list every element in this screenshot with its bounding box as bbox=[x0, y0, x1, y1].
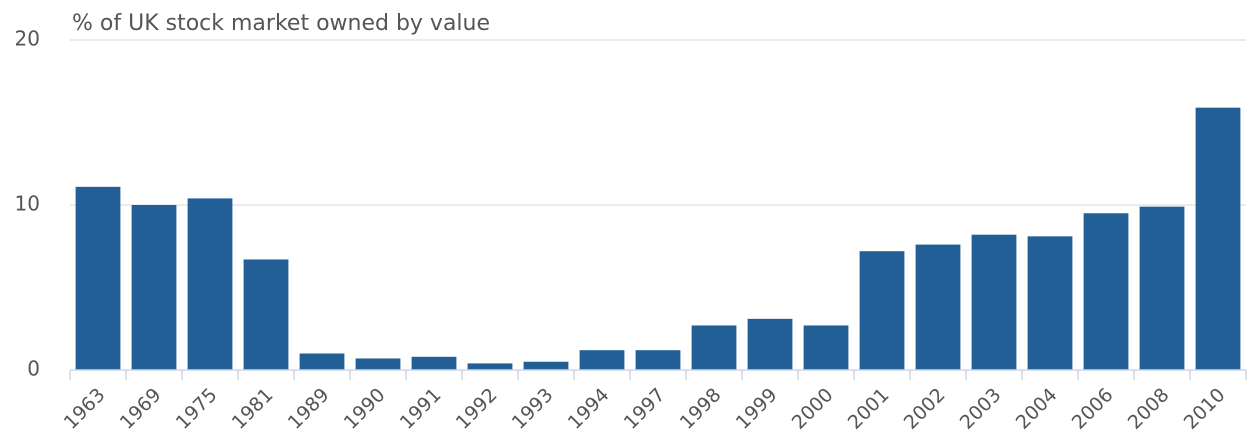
x-tick-label: 2008 bbox=[1124, 384, 1174, 434]
x-tick-label: 1990 bbox=[340, 384, 390, 434]
bar bbox=[187, 198, 233, 370]
bar bbox=[131, 205, 177, 370]
x-tick-label: 2010 bbox=[1180, 384, 1230, 434]
bar bbox=[467, 363, 513, 370]
x-tick-label: 1969 bbox=[116, 384, 166, 434]
bar bbox=[579, 350, 625, 370]
x-tick-label: 2002 bbox=[900, 384, 950, 434]
x-tick-label: 1963 bbox=[60, 384, 110, 434]
y-tick-label: 0 bbox=[27, 357, 40, 381]
x-tick-label: 1997 bbox=[620, 384, 670, 434]
bar bbox=[971, 234, 1017, 370]
bar bbox=[299, 353, 345, 370]
bar bbox=[915, 244, 961, 370]
bar bbox=[523, 361, 569, 370]
bar bbox=[691, 325, 737, 370]
y-tick-label: 20 bbox=[15, 27, 40, 51]
bar bbox=[411, 356, 457, 370]
x-tick-label: 2003 bbox=[956, 384, 1006, 434]
bar bbox=[243, 259, 289, 370]
x-tick-label: 1999 bbox=[732, 384, 782, 434]
bar bbox=[859, 251, 905, 370]
x-tick-label: 1994 bbox=[564, 384, 614, 434]
bar bbox=[803, 325, 849, 370]
x-tick-label: 1991 bbox=[396, 384, 446, 434]
bar bbox=[747, 318, 793, 370]
bar bbox=[355, 358, 401, 370]
x-tick-label: 1993 bbox=[508, 384, 558, 434]
bar bbox=[1027, 236, 1073, 370]
bar bbox=[1195, 107, 1241, 371]
x-tick-label: 1981 bbox=[228, 384, 278, 434]
x-tick-label: 1975 bbox=[172, 384, 222, 434]
bar bbox=[635, 350, 681, 370]
x-tick-label: 1989 bbox=[284, 384, 334, 434]
x-tick-label: 2006 bbox=[1068, 384, 1118, 434]
bar bbox=[1139, 206, 1185, 370]
bar bbox=[75, 186, 121, 370]
chart-title: % of UK stock market owned by value bbox=[72, 11, 490, 36]
bar bbox=[1083, 213, 1129, 370]
y-tick-label: 10 bbox=[15, 192, 40, 216]
x-tick-label: 2004 bbox=[1012, 384, 1062, 434]
x-tick-label: 2001 bbox=[844, 384, 894, 434]
x-tick-label: 2000 bbox=[788, 384, 838, 434]
x-tick-label: 1998 bbox=[676, 384, 726, 434]
x-tick-label: 1992 bbox=[452, 384, 502, 434]
